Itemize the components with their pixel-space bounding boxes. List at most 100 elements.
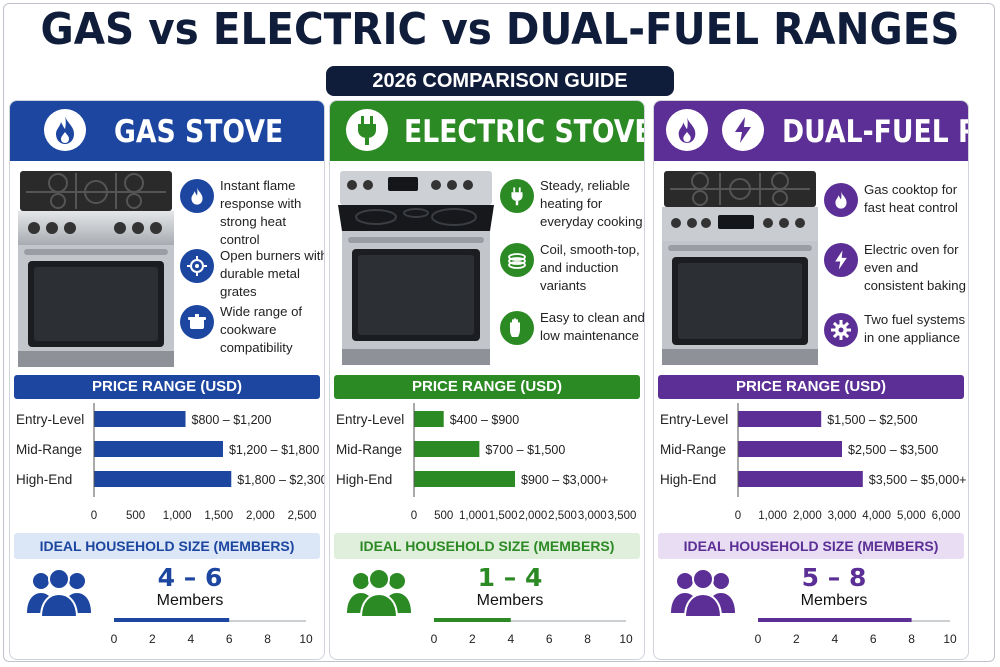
coil-icon: [500, 243, 534, 277]
dual-fuel-range-illustration: [662, 171, 818, 365]
x-tick-label: 4: [507, 632, 514, 646]
x-tick-label: 4: [831, 632, 838, 646]
household-range: 4 – 6: [157, 563, 223, 592]
price-data-label: $900 – $3,000+: [521, 473, 608, 487]
category-label: Mid-Range: [660, 442, 726, 457]
x-tick-label: 6: [226, 632, 233, 646]
price-data-label: $1,500 – $2,500: [827, 413, 917, 427]
price-range-header: PRICE RANGE (USD): [334, 375, 640, 399]
feature-text: Open burners with durable metal grates: [220, 248, 325, 299]
price-bar: [414, 441, 480, 457]
x-tick-label: 3,000: [578, 510, 607, 522]
feature-text: Electric oven for even and consistent ba…: [864, 242, 966, 293]
x-tick-label: 8: [584, 632, 591, 646]
page-title: GAS vs ELECTRIC vs DUAL-FUEL RANGES: [40, 4, 960, 55]
bolt-icon: [722, 109, 764, 151]
pot-icon: [180, 305, 214, 339]
flame-icon: [44, 109, 86, 151]
price-data-label: $700 – $1,500: [485, 443, 565, 457]
x-tick-label: 4,000: [862, 510, 891, 522]
price-data-label: $400 – $900: [450, 413, 520, 427]
column-title: GAS STOVE: [114, 114, 284, 150]
category-label: Entry-Level: [660, 412, 728, 427]
x-tick-label: 10: [619, 632, 633, 646]
household-size-chart: 0 2 4 6 8 10: [111, 618, 313, 646]
price-range-header: PRICE RANGE (USD): [14, 375, 320, 399]
feature-text: Wide range of cookware compatibility: [220, 304, 303, 355]
feature-text: Two fuel systems in one appliance: [864, 312, 966, 345]
x-tick-label: 0: [111, 632, 118, 646]
feature-text: Instant flame response with strong heat …: [220, 178, 302, 247]
x-tick-label: 2: [149, 632, 156, 646]
x-tick-label: 1,500: [489, 510, 518, 522]
x-tick-label: 1,000: [163, 510, 192, 522]
x-tick-label: 2,000: [246, 510, 275, 522]
people-icon: [347, 568, 411, 618]
column-header: GAS STOVE: [10, 101, 324, 161]
column-title: ELECTRIC STOVE: [404, 114, 645, 150]
x-tick-label: 10: [943, 632, 957, 646]
household-size-header: IDEAL HOUSEHOLD SIZE (MEMBERS): [334, 533, 640, 559]
x-tick-label: 6: [870, 632, 877, 646]
flame-icon: [824, 183, 858, 217]
x-tick-label: 2,500: [288, 510, 317, 522]
gas-stove-column: GAS STOVE Instant flame response with st…: [9, 100, 325, 660]
x-tick-label: 1,500: [204, 510, 233, 522]
x-tick-label: 0: [755, 632, 762, 646]
x-tick-label: 500: [126, 510, 145, 522]
column-header: ELECTRIC STOVE: [330, 101, 644, 161]
household-unit: Members: [476, 592, 544, 609]
x-tick-label: 2: [793, 632, 800, 646]
household-size-header: IDEAL HOUSEHOLD SIZE (MEMBERS): [14, 533, 320, 559]
household-size-header: IDEAL HOUSEHOLD SIZE (MEMBERS): [658, 533, 964, 559]
x-tick-label: 0: [91, 510, 97, 522]
x-tick-label: 0: [411, 510, 417, 522]
category-label: Mid-Range: [336, 442, 402, 457]
x-tick-label: 3,500: [608, 510, 637, 522]
price-bar: [414, 411, 444, 427]
price-data-label: $2,500 – $3,500: [848, 443, 938, 457]
page-frame: [3, 3, 995, 662]
x-tick-label: 1,000: [459, 510, 488, 522]
feature-text: Coil, smooth-top, and induction variants: [540, 242, 640, 293]
category-label: High-End: [660, 472, 716, 487]
price-range-chart: Entry-Level $800 – $1,200 Mid-Range $1,200 …: [16, 403, 325, 522]
household-bar: [434, 618, 511, 622]
household-bar: [758, 618, 912, 622]
price-range-chart: Entry-Level $400 – $900 Mid-Range $700 – $1…: [336, 403, 637, 522]
price-data-label: $800 – $1,200: [192, 413, 272, 427]
price-range-chart: Entry-Level $1,500 – $2,500 Mid-Range $2,50…: [660, 403, 967, 522]
feature-text: Easy to clean and low maintenance: [540, 310, 645, 343]
category-label: High-End: [336, 472, 392, 487]
x-tick-label: 2,500: [548, 510, 577, 522]
hand-icon: [500, 311, 534, 345]
electric-stove-illustration: [338, 171, 494, 365]
household-unit: Members: [156, 592, 224, 609]
household-range: 1 – 4: [477, 563, 543, 592]
gear-icon: [824, 313, 858, 347]
price-bar: [94, 471, 232, 487]
household-unit: Members: [800, 592, 868, 609]
column-header: DUAL-FUEL RANGE: [654, 101, 968, 161]
plug-icon: [346, 109, 388, 151]
plug-icon: [500, 179, 534, 213]
price-bar: [94, 411, 186, 427]
x-tick-label: 2,000: [518, 510, 547, 522]
x-tick-label: 6: [546, 632, 553, 646]
household-size-chart: 0 2 4 6 8 10: [431, 618, 633, 646]
price-bar: [738, 411, 822, 427]
people-icon: [671, 568, 735, 618]
x-tick-label: 3,000: [828, 510, 857, 522]
price-data-label: $3,500 – $5,000+: [869, 473, 967, 487]
price-bar: [738, 441, 842, 457]
price-data-label: $1,800 – $2,300: [237, 473, 325, 487]
x-tick-label: 2: [469, 632, 476, 646]
feature-text: Gas cooktop for fast heat control: [864, 182, 958, 215]
x-tick-label: 1,000: [758, 510, 787, 522]
column-title: DUAL-FUEL RANGE: [782, 114, 968, 150]
x-tick-label: 8: [264, 632, 271, 646]
category-label: High-End: [16, 472, 72, 487]
price-data-label: $1,200 – $1,800: [229, 443, 319, 457]
x-tick-label: 500: [434, 510, 453, 522]
x-tick-label: 0: [431, 632, 438, 646]
